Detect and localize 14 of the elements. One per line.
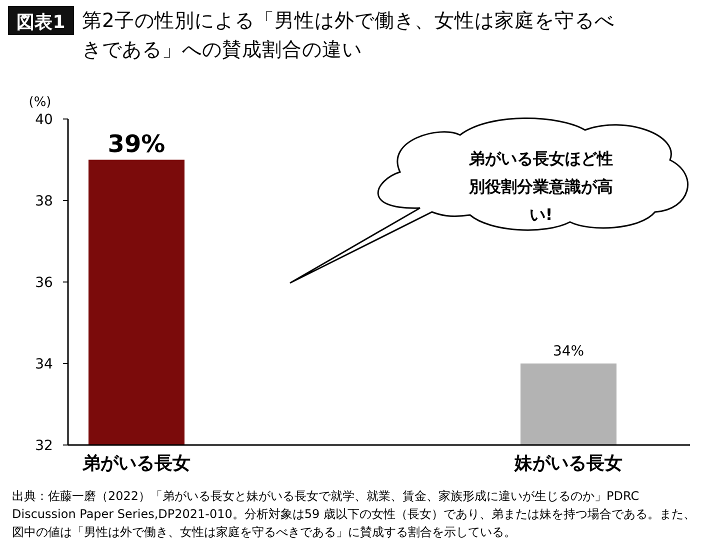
source-note: 出典：佐藤一磨（2022）「弟がいる長女と妹がいる長女で就学、就業、賃金、家族形成に違いが生じるのか」PDRC Discussion Paper Series,DP2021-010。分析対象は59 歳以下の女性（長女）であり、弟または妹を持つ場合である。また、図中の値は「男性は外で働き、女性は家庭を守るべきである」に賛成する割合を示している。 (12, 489, 696, 539)
data-label: 39% (108, 130, 166, 158)
y-tick-label: 38 (35, 194, 53, 210)
y-tick-label: 36 (35, 275, 53, 291)
text: 図表1 (16, 12, 66, 33)
x-tick-label: 弟がいる長女 (82, 453, 190, 474)
y-tick-label: 32 (35, 438, 53, 454)
annotation: 弟がいる長女ほど性別役割分業意識が高い! (468, 149, 613, 224)
y-axis-title: (%) (28, 95, 52, 110)
chart-title: 第2子の性別による「男性は外で働き、女性は家庭を守るべきである」への賛成割合の違い (82, 9, 614, 61)
data-label: 34% (552, 344, 584, 360)
x-tick-label: 妹がいる長女 (514, 453, 622, 474)
y-tick-label: 40 (35, 112, 53, 128)
y-tick-label: 34 (35, 356, 53, 372)
